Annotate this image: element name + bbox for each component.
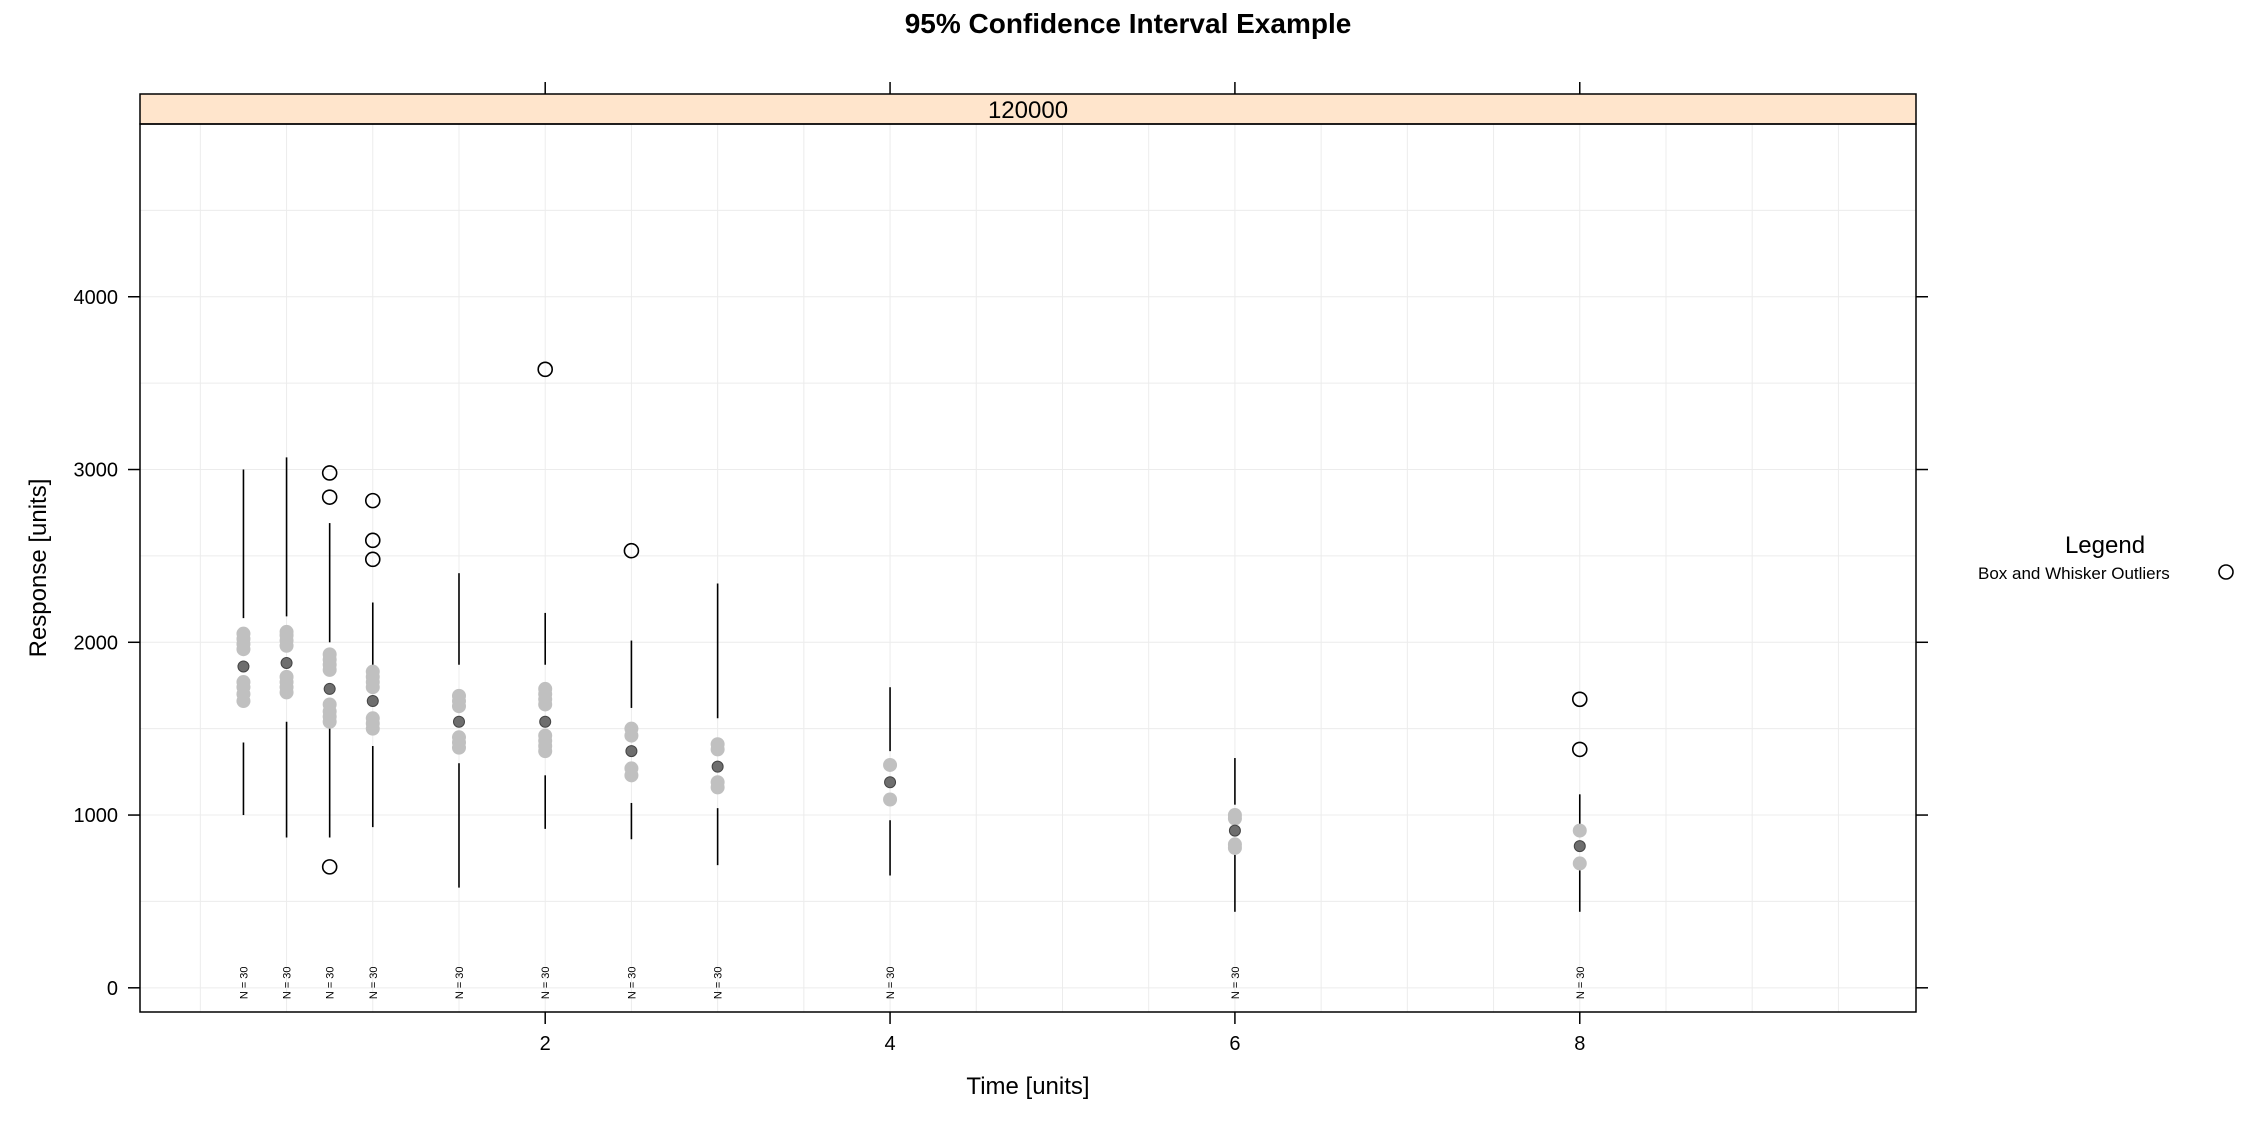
legend-outlier-symbol-icon: [2218, 564, 2234, 580]
mean-point: [237, 660, 250, 673]
x-axis-label: Time [units]: [966, 1073, 1089, 1100]
ci-bound-point: [365, 711, 380, 726]
outlier-point: [321, 489, 338, 505]
legend-item-label: Box and Whisker Outliers: [1978, 564, 2170, 583]
n-count-label: N = 30: [626, 966, 638, 999]
axes-layer: 2 4 6 8 0 1000 2000 3000 4000: [74, 82, 1928, 1055]
mean-point: [711, 760, 724, 773]
n-count-label: N = 30: [325, 966, 337, 999]
ci-bound-point: [1572, 856, 1587, 871]
panel-strip: [139, 93, 1917, 125]
plot-area-frame: [139, 123, 1917, 1013]
ci-bound-point: [538, 681, 553, 696]
grid-layer: [140, 124, 1916, 1012]
ci-bound-point: [1227, 837, 1242, 852]
ci-bound-point: [710, 775, 725, 790]
n-count-label: N = 30: [282, 966, 294, 999]
ci-bound-point: [279, 669, 294, 684]
ci-bound-point: [322, 697, 337, 712]
y-axis-label: Response [units]: [25, 479, 52, 658]
outlier-point: [364, 532, 381, 549]
ci-bound-point: [883, 757, 898, 772]
legend-title: Legend: [2065, 532, 2145, 559]
outlier-point: [1571, 691, 1588, 708]
outlier-point: [537, 361, 554, 378]
ci-bound-point: [883, 792, 898, 807]
mean-point: [1228, 824, 1241, 837]
ci-bound-point: [1572, 823, 1587, 838]
mean-point: [280, 657, 293, 670]
panel-strip-label: 120000: [988, 97, 1068, 124]
x-tick-label: 6: [1229, 1033, 1240, 1055]
x-tick-label: 4: [884, 1033, 895, 1055]
chart-title: 95% Confidence Interval Example: [905, 8, 1352, 39]
n-count-label: N = 30: [454, 966, 466, 999]
ci-bound-point: [710, 737, 725, 752]
y-tick-label: 4000: [74, 287, 119, 309]
ci-bound-point: [451, 730, 466, 745]
outlier-point: [364, 492, 381, 509]
ci-bound-point: [322, 647, 337, 662]
mean-point: [539, 715, 552, 728]
mean-point: [625, 745, 638, 758]
outlier-point: [321, 859, 338, 875]
ci-bound-point: [624, 761, 639, 776]
y-tick-label: 3000: [74, 460, 119, 482]
marks-layer: N = 30 N = 30 N = 30 N = 30 N = 30 N = 30 N = …: [236, 361, 1588, 999]
ci-bound-point: [538, 728, 553, 743]
ci-bound-point: [451, 688, 466, 703]
outlier-point: [364, 551, 381, 568]
ci-bound-point: [365, 664, 380, 679]
n-count-label: N = 30: [713, 966, 725, 999]
outlier-point: [1571, 741, 1588, 758]
n-count-label: N = 30: [368, 966, 380, 999]
mean-point: [884, 776, 897, 789]
ci-bound-point: [279, 624, 294, 639]
ci-bound-point: [236, 675, 251, 690]
x-tick-label: 8: [1574, 1033, 1585, 1055]
n-count-label: N = 30: [1230, 966, 1242, 999]
y-tick-label: 1000: [74, 805, 119, 827]
ci-bound-point: [1227, 808, 1242, 823]
ci-bound-point: [236, 626, 251, 641]
ci-bound-point: [624, 721, 639, 736]
mean-point: [1573, 840, 1586, 853]
n-count-label: N = 30: [885, 966, 897, 999]
n-count-label: N = 30: [1575, 966, 1587, 999]
y-tick-label: 2000: [74, 632, 119, 654]
legend: Legend Box and Whisker Outliers: [1978, 532, 2234, 583]
outlier-point: [321, 465, 338, 481]
mean-point: [452, 715, 465, 728]
y-tick-label: 0: [107, 978, 118, 1000]
n-count-label: N = 30: [540, 966, 552, 999]
mean-point: [323, 682, 336, 695]
mean-point: [366, 695, 379, 708]
x-tick-label: 2: [540, 1033, 551, 1055]
outlier-point: [623, 542, 640, 559]
n-count-label: N = 30: [238, 966, 250, 999]
